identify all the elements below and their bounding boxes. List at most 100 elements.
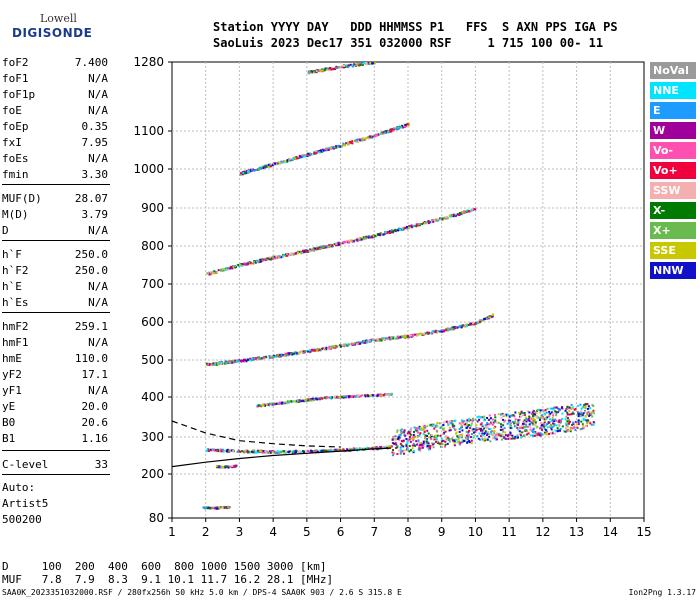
echo-point	[485, 431, 488, 434]
echo-point	[516, 434, 519, 437]
echo-point	[209, 507, 212, 510]
echo-point	[352, 65, 355, 68]
echo-point	[433, 442, 436, 445]
echo-point	[394, 230, 397, 233]
echo-point	[488, 435, 491, 438]
echo-point	[353, 394, 356, 397]
echo-point	[559, 429, 562, 432]
echo-point	[455, 438, 458, 441]
echo-point	[468, 417, 471, 420]
echo-point	[373, 446, 376, 449]
param-label: h`E	[2, 280, 22, 293]
echo-point	[553, 432, 556, 435]
echo-point	[358, 239, 361, 242]
echo-point	[417, 448, 420, 451]
echo-point	[504, 437, 507, 440]
echo-point	[227, 449, 230, 452]
echo-point	[435, 331, 438, 334]
echo-point	[541, 423, 544, 426]
echo-point	[373, 394, 376, 397]
echo-point	[584, 410, 587, 413]
echo-point	[220, 362, 223, 365]
echo-point	[354, 343, 357, 346]
echo-point	[372, 234, 375, 237]
echo-point	[301, 155, 304, 158]
echo-point	[280, 450, 283, 453]
param-value: 33	[94, 458, 108, 471]
echo-point	[268, 165, 271, 168]
echo-point	[382, 394, 385, 397]
echo-point	[542, 410, 545, 413]
echo-point	[244, 171, 247, 174]
param-row: hmF2 259.1	[2, 320, 108, 336]
echo-point	[497, 433, 500, 436]
echo-point	[585, 419, 588, 422]
echo-point	[516, 426, 519, 429]
param-row: fxI 7.95	[2, 136, 108, 152]
echo-point	[545, 411, 548, 414]
echo-point	[418, 447, 421, 450]
echo-point	[510, 414, 513, 417]
echo-point	[404, 226, 407, 229]
echo-point	[393, 442, 396, 445]
echo-point	[313, 248, 316, 251]
echo-point	[541, 409, 544, 412]
echo-point	[453, 325, 456, 328]
echo-point	[511, 437, 514, 440]
echo-point	[566, 417, 569, 420]
echo-point	[294, 451, 297, 454]
echo-point	[580, 410, 583, 413]
echo-point	[257, 451, 260, 454]
echo-point	[369, 136, 372, 139]
echo-point	[445, 438, 448, 441]
echo-point	[527, 410, 530, 413]
echo-point	[435, 438, 438, 441]
echo-point	[414, 444, 417, 447]
echo-point	[424, 434, 427, 437]
echo-point	[233, 361, 236, 364]
echo-point	[401, 440, 404, 443]
echo-point	[361, 64, 364, 67]
echo-point	[568, 413, 571, 416]
echo-point	[342, 395, 345, 398]
param-row: foF2 7.400	[2, 56, 108, 72]
echo-point	[268, 356, 271, 359]
echo-point	[484, 318, 487, 321]
echo-point	[494, 419, 497, 422]
echo-point	[442, 424, 445, 427]
echo-point	[426, 425, 429, 428]
echo-point	[448, 426, 451, 429]
echo-point	[344, 64, 347, 67]
echo-point	[276, 163, 279, 166]
echo-point	[343, 66, 346, 69]
echo-point	[441, 442, 444, 445]
echo-point	[543, 419, 546, 422]
echo-point	[341, 395, 344, 398]
echo-point	[445, 216, 448, 219]
echo-point	[313, 349, 316, 352]
echo-point	[418, 427, 421, 430]
echo-point	[561, 412, 564, 415]
echo-point	[465, 423, 468, 426]
echo-point	[527, 432, 530, 435]
echo-point	[274, 355, 277, 358]
y-tick-label: 1100	[133, 124, 164, 138]
echo-point	[371, 135, 374, 138]
echo-point	[588, 414, 591, 417]
echo-point	[421, 446, 424, 449]
echo-point	[376, 233, 379, 236]
echo-point	[451, 326, 454, 329]
echo-point	[317, 397, 320, 400]
echo-point	[460, 426, 463, 429]
echo-point	[309, 248, 312, 251]
echo-point	[413, 436, 416, 439]
echo-point	[216, 362, 219, 365]
echo-point	[397, 229, 400, 232]
echo-point	[320, 245, 323, 248]
echo-point	[491, 418, 494, 421]
echo-point	[534, 420, 537, 423]
echo-point	[528, 415, 531, 418]
echo-point	[455, 432, 458, 435]
echo-point	[385, 445, 388, 448]
echo-point	[291, 253, 294, 256]
